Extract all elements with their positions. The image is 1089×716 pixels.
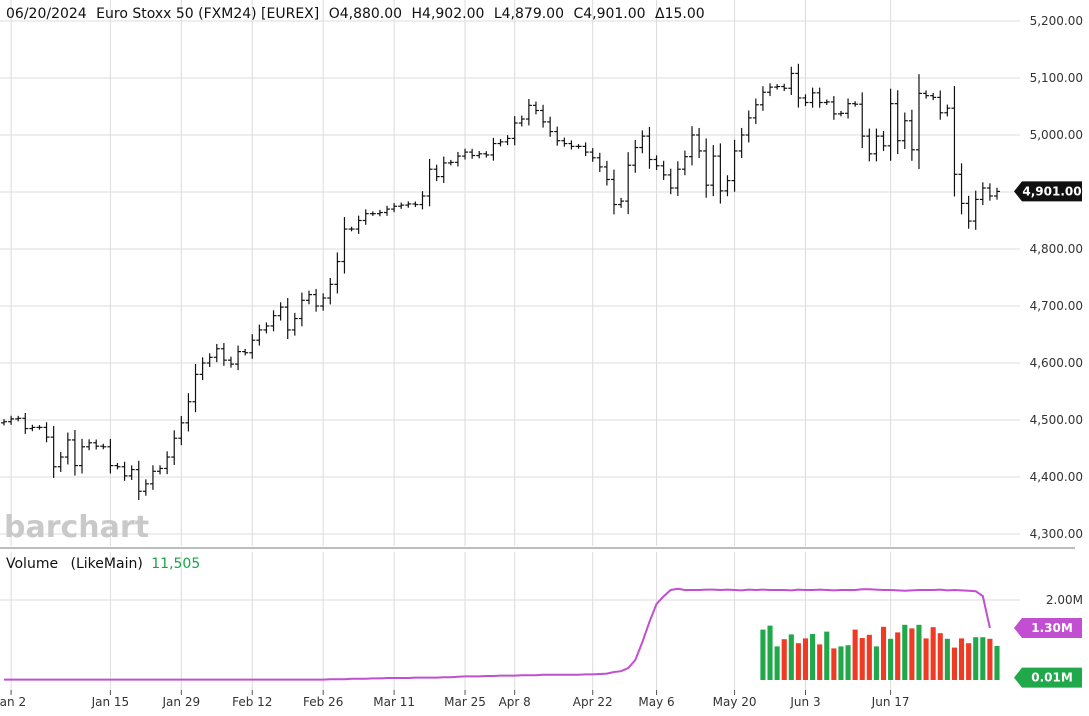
volume-bar [788, 634, 794, 680]
price-tick-label: 5,200.00 [1030, 14, 1083, 28]
volume-bar [831, 648, 837, 680]
price-tick-label: 5,100.00 [1030, 71, 1083, 85]
volume-average-line [4, 587, 991, 681]
volume-bar [880, 626, 887, 680]
date-tick-label: Feb 26 [303, 695, 343, 709]
volume-bar [802, 638, 809, 680]
date-tick-label: Apr 22 [573, 695, 613, 709]
svg-text:06/20/2024 Euro Stoxx 50: 06/20/2024 Euro Stoxx 50 (FXM24) [EUREX]… [6, 6, 705, 22]
volume-bar [951, 647, 957, 680]
volume-bar [980, 637, 986, 680]
price-tick-label: 4,500.00 [1030, 413, 1083, 427]
volume-bar [937, 633, 943, 680]
volume-bar [810, 634, 816, 680]
volume-bar [760, 629, 766, 680]
volume-bar [873, 646, 879, 680]
volume-grid: 2.00M [0, 593, 1083, 607]
header-high: H4,902.00 [412, 6, 485, 22]
price-tick-label: 4,600.00 [1030, 356, 1083, 370]
volume-bar [774, 646, 780, 680]
date-tick-label: Apr 8 [499, 695, 531, 709]
header-name: Euro Stoxx 50 (FXM24) [EUREX] [96, 6, 319, 22]
header-open: O4,880.00 [329, 6, 402, 22]
price-tick-label: 5,000.00 [1030, 128, 1083, 142]
volume-value: 11,505 [151, 556, 200, 572]
date-tick-label: Mar 11 [373, 695, 415, 709]
volume-average-badge-shape [1014, 618, 1082, 638]
volume-bar [852, 629, 858, 680]
price-tick-label: 4,700.00 [1030, 299, 1083, 313]
date-tick-label: May 20 [713, 695, 757, 709]
volume-average-line [4, 587, 991, 681]
volume-bar [994, 646, 1000, 680]
date-axis: Jan 2 Jan 15 Jan 29 Feb 12 Feb 26 Mar 11 Mar 2… [0, 690, 910, 709]
volume-bar [958, 638, 965, 680]
volume-average-badge-text: 1.30M [1031, 621, 1073, 635]
axis-badges: 4,901.00 1.30M 0.01M [1014, 181, 1082, 688]
date-tick-label: Mar 25 [444, 695, 486, 709]
date-tick-label: Jun 17 [871, 695, 910, 709]
volume-bar [973, 637, 979, 680]
header-change: Δ15.00 [655, 6, 705, 22]
ohlc-series [1, 63, 1000, 501]
volume-bar [987, 638, 993, 680]
volume-last-badge-shape [1014, 667, 1082, 688]
volume-bar [930, 627, 936, 680]
volume-bar [923, 638, 929, 680]
last-price-badge-text: 4,901.00 [1022, 184, 1081, 198]
volume-bars [760, 624, 1000, 680]
volume-bar [817, 644, 823, 680]
volume-bar [838, 646, 844, 680]
volume-study: (LikeMain) [71, 556, 143, 572]
date-tick-label: Jun 3 [789, 695, 820, 709]
date-tick-label: Jan 2 [0, 695, 26, 709]
grid [0, 0, 1020, 690]
volume-bar [845, 645, 851, 680]
price-tick-label: 4,800.00 [1030, 242, 1083, 256]
volume-bar [944, 638, 950, 680]
volume-header: Volume (LikeMain) 11,505 [6, 556, 200, 572]
date-tick-label: Jan 29 [162, 695, 201, 709]
price-axis: 4,300.00 4,400.00 4,500.00 4,600.00 4,700.00… [1030, 14, 1083, 541]
volume-bar [916, 624, 922, 680]
header-date: 06/20/2024 [6, 6, 87, 22]
date-tick-label: Jan 15 [91, 695, 130, 709]
header-low: L4,879.00 [494, 6, 564, 22]
volume-bar [966, 643, 972, 680]
price-tick-label: 4,300.00 [1030, 527, 1083, 541]
price-tick-label: 4,400.00 [1030, 470, 1083, 484]
date-tick-label: May 6 [638, 695, 674, 709]
volume-bar [888, 638, 894, 680]
header: 06/20/2024 Euro Stoxx 50 (FXM24) [EUREX]… [6, 6, 705, 22]
volume-last-badge-text: 0.01M [1031, 671, 1073, 685]
svg-text:Volume (LikeMain): Volume (LikeMain) 11,505 [6, 556, 200, 572]
volume-bar [909, 628, 915, 680]
date-tick-label: Feb 12 [232, 695, 272, 709]
barchart-watermark: barchart [4, 510, 149, 545]
volume-bar [859, 638, 865, 680]
volume-bar [866, 634, 872, 680]
volume-bar [767, 625, 773, 680]
volume-bar [781, 639, 787, 680]
volume-bar [824, 631, 830, 680]
last-price-badge-shape [1014, 181, 1082, 202]
volume-tick-label: 2.00M [1046, 593, 1083, 607]
volume-bar [895, 632, 901, 680]
volume-bar [902, 624, 908, 680]
volume-bar [795, 643, 801, 680]
header-close: C4,901.00 [573, 6, 645, 22]
volume-label: Volume [6, 556, 58, 572]
